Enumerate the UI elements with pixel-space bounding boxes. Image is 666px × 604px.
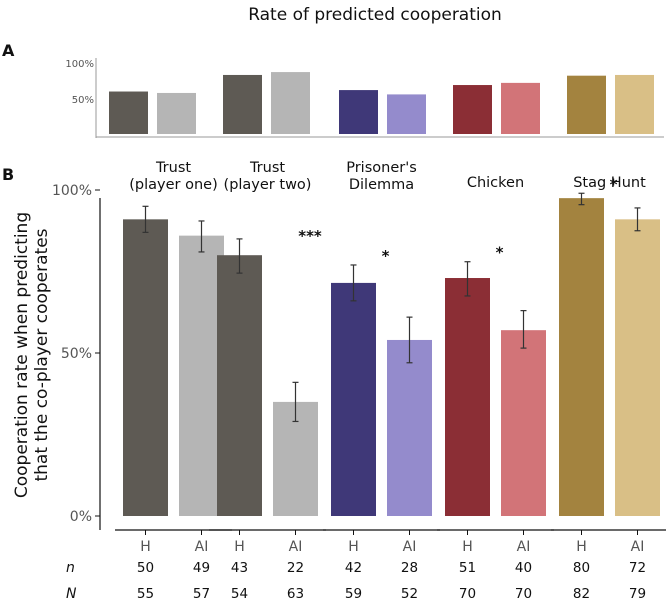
xtick-label-4-h: H [462,539,473,555]
panel-b-ylabel-line1: Cooperation rate when predicting [12,212,32,498]
panel-a-bar-2-ai [271,72,310,134]
bar-4-h [445,278,490,516]
significance-4: * [496,244,504,262]
xtick-label-5-ai: AI [631,539,645,555]
panel-a-ytick-50: 50% [72,95,94,106]
bar-4-ai [501,330,546,516]
xtick-label-1-h: H [140,539,151,555]
panel-a-ytick-100: 100% [65,59,94,70]
errorbar-2-h [236,238,243,274]
xtick-label-2-ai: AI [289,539,303,555]
count-big-n-3-h: 59 [345,586,362,602]
panel-b-label: B [2,165,14,184]
facet-title-4-line-1: Chicken [467,175,524,191]
panel-b-chart: Cooperation rate when predicting that th… [12,160,666,602]
count-n-1-ai: 49 [193,560,210,576]
xtick-label-1-ai: AI [195,539,209,555]
bar-3-ai [387,339,432,516]
count-big-n-2-ai: 63 [287,586,304,602]
count-big-n-4-ai: 70 [515,586,532,602]
significance-5: * [610,175,618,193]
panel-a-bar-3-h [339,90,378,134]
panel-b-ylabel-line2: that the co-player cooperates [32,228,52,481]
xtick-label-4-ai: AI [517,539,531,555]
count-big-n-4-h: 70 [459,586,476,602]
bar-5-ai [615,219,660,516]
panel-b-ytick-label-0: 100% [52,183,92,199]
errorbar-1-ai [198,220,205,253]
panel-a-chart: 100% 50% [65,58,664,138]
panel-a-label: A [2,41,15,60]
count-n-3-h: 42 [345,560,362,576]
facet-title-5-line-1: Stag Hunt [573,175,646,191]
count-big-n-5-ai: 79 [629,586,646,602]
n-row-label: n [66,560,75,576]
errorbar-5-ai [634,207,641,232]
xtick-label-3-h: H [348,539,359,555]
panel-a-bar-4-ai [501,82,540,134]
count-n-1-h: 50 [137,560,154,576]
panel-a-bar-3-ai [387,94,426,134]
count-n-5-ai: 72 [629,560,646,576]
bar-3-h [331,282,376,516]
panel-a-bar-5-ai [615,74,654,134]
errorbar-4-h [464,261,471,297]
panel-a-bar-5-h [567,75,606,134]
count-n-5-h: 80 [573,560,590,576]
panel-b-ytick-label-2: 0% [70,509,92,525]
count-n-2-ai: 22 [287,560,304,576]
errorbar-3-ai [406,316,413,364]
xtick-label-5-h: H [576,539,587,555]
bar-2-h [217,255,262,516]
facet-title-2-line-1: Trust [249,160,285,176]
count-big-n-1-h: 55 [137,586,154,602]
facet-title-1-line-1: Trust [155,160,191,176]
count-big-n-2-h: 54 [231,586,248,602]
panel-b-ytick-label-1: 50% [61,346,92,362]
count-n-3-ai: 28 [401,560,418,576]
bar-1-h [123,219,168,516]
errorbar-2-ai [292,381,299,423]
count-n-2-h: 43 [231,560,248,576]
panel-a-bar-1-h [109,91,148,134]
panel-a-bar-4-h [453,85,492,134]
significance-2: *** [298,227,322,245]
facet-title-3-line-1: Prisoner's [346,160,417,176]
count-big-n-1-ai: 57 [193,586,210,602]
facet-title-2-line-2: (player two) [224,177,312,193]
count-big-n-3-ai: 52 [401,586,418,602]
panel-a-bar-2-h [223,74,262,134]
panel-a-title: Rate of predicted cooperation [248,5,502,25]
count-n-4-h: 51 [459,560,476,576]
count-n-4-ai: 40 [515,560,532,576]
big-n-row-label: N [66,586,77,602]
panel-a-bar-1-ai [157,92,196,134]
facet-title-3-line-2: Dilemma [349,177,414,193]
xtick-label-2-h: H [234,539,245,555]
errorbar-3-h [350,264,357,302]
xtick-label-3-ai: AI [403,539,417,555]
errorbar-5-h [578,192,585,206]
bar-1-ai [179,235,224,516]
errorbar-1-h [142,205,149,233]
errorbar-4-ai [520,310,527,349]
significance-3: * [382,247,390,265]
bar-5-h [559,198,604,516]
count-big-n-5-h: 82 [573,586,590,602]
facet-title-1-line-2: (player one) [129,177,218,193]
